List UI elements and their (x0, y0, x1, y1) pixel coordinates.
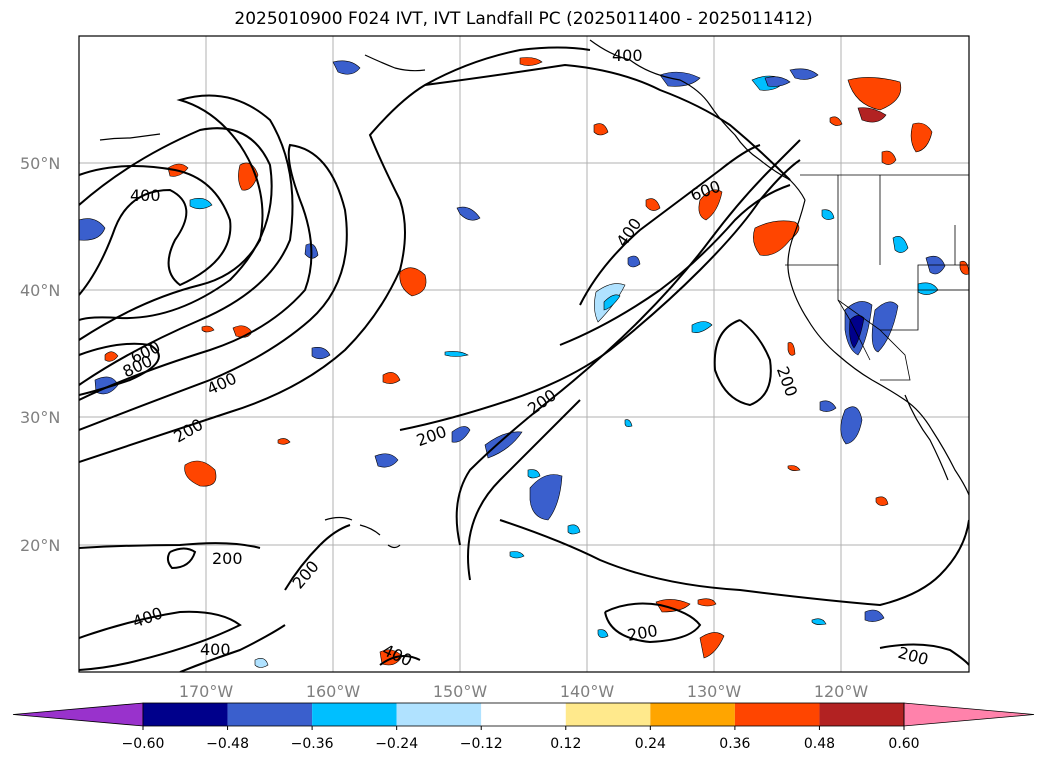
colorbar-segment (396, 703, 482, 726)
colorbar-segment (143, 703, 228, 726)
map-frame (79, 36, 969, 672)
colorbar-tick-label: −0.48 (206, 736, 249, 752)
contour-labels: 400 600 800 400 200 200 200 200 200 400 … (120, 46, 931, 670)
lat-label: 50°N (20, 154, 60, 173)
colorbar-tick-label: 0.60 (888, 736, 919, 752)
colorbar-tick-label: −0.24 (375, 736, 418, 752)
colorbar-tick-label: 0.36 (719, 736, 750, 752)
latitude-labels: 20°N 30°N 40°N 50°N (20, 154, 60, 555)
colorbar-segment (734, 703, 820, 726)
lat-label: 20°N (20, 536, 60, 555)
colorbar-tick-label: −0.36 (291, 736, 334, 752)
longitude-labels: 170°W 160°W 150°W 140°W 130°W 120°W (179, 682, 869, 701)
colorbar-segment (819, 703, 904, 726)
map-border (78, 35, 970, 673)
map-title: 2025010900 F024 IVT, IVT Landfall PC (20… (234, 9, 813, 29)
coastlines (99, 39, 969, 549)
colorbar-segment (565, 703, 651, 726)
contour-label: 400 (200, 640, 231, 659)
ivt-contours (79, 46, 969, 672)
positive-pc-patches (104, 57, 969, 666)
negative-pc-patches (79, 60, 946, 668)
contour-label: 200 (212, 549, 243, 568)
colorbar-tick-label: 0.12 (550, 736, 581, 752)
gridlines (79, 36, 969, 672)
colorbar-tick-label: −0.12 (460, 736, 503, 752)
colorbar-tick-label: 0.48 (804, 736, 835, 752)
political-borders (785, 174, 969, 381)
colorbar-tick-label: 0.24 (635, 736, 666, 752)
colorbar-extend-high (903, 702, 1035, 727)
lon-label: 160°W (306, 682, 361, 701)
contour-label: 400 (130, 186, 161, 205)
colorbar-segment (312, 703, 397, 726)
colorbar-segment (481, 703, 566, 726)
colorbar-extend-low (12, 702, 144, 727)
lon-label: 120°W (814, 682, 869, 701)
lat-label: 30°N (20, 408, 60, 427)
colorbar-tick-label: −0.60 (122, 736, 165, 752)
colorbar-segment (227, 703, 313, 726)
lon-label: 150°W (433, 682, 488, 701)
colorbar-segment (650, 703, 735, 726)
lon-label: 130°W (687, 682, 742, 701)
colorbar-border (142, 702, 905, 727)
contour-label: 400 (612, 46, 643, 65)
colorbar: −0.60 −0.48 −0.36 −0.24 −0.12 0.12 0.24 0.36 0.4… (12, 702, 1035, 752)
lon-label: 170°W (179, 682, 234, 701)
lon-label: 140°W (560, 682, 615, 701)
lat-label: 40°N (20, 281, 60, 300)
